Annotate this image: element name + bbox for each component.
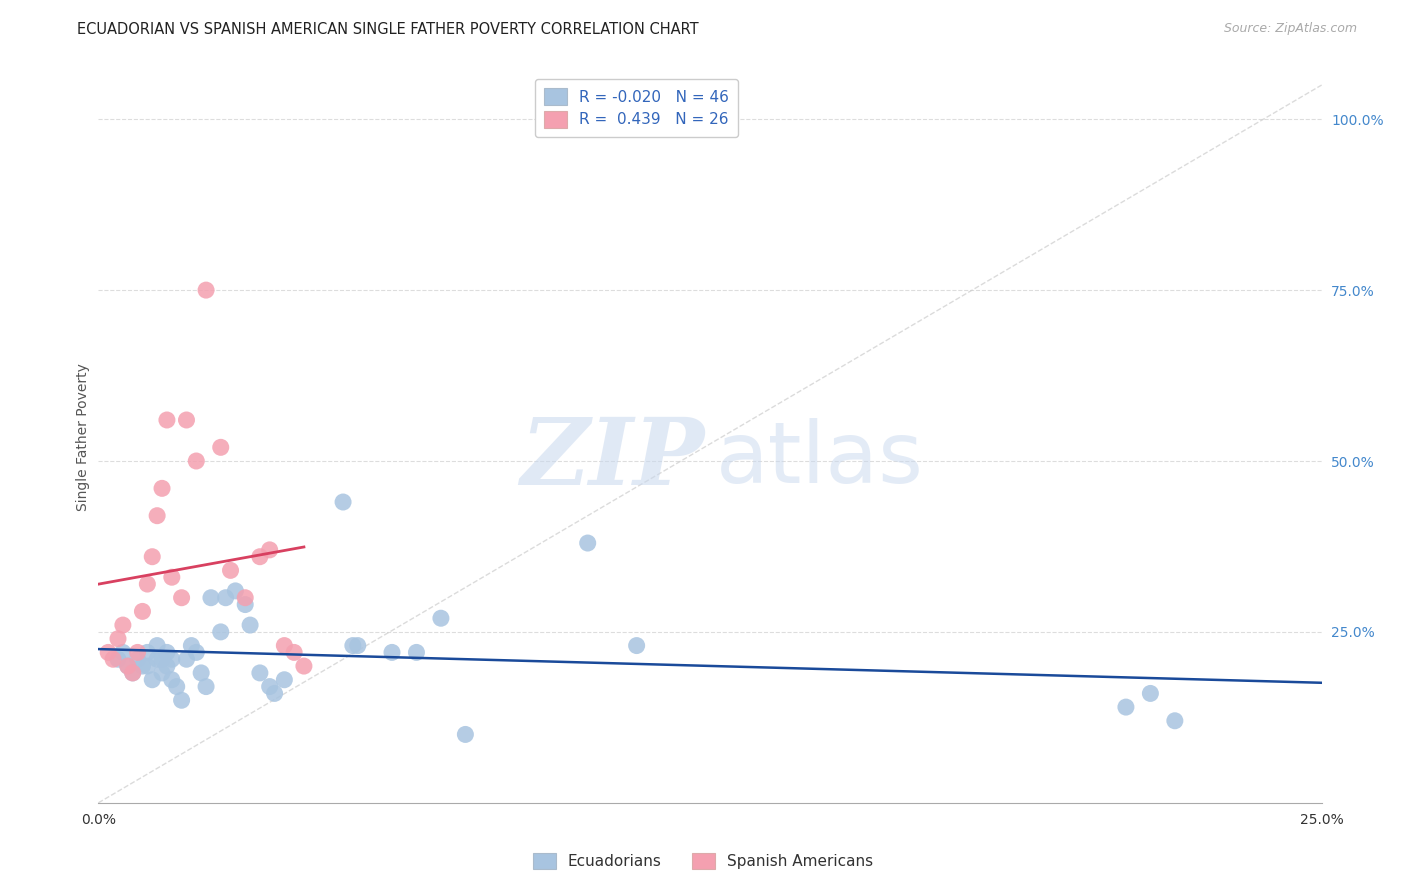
Text: ECUADORIAN VS SPANISH AMERICAN SINGLE FATHER POVERTY CORRELATION CHART: ECUADORIAN VS SPANISH AMERICAN SINGLE FA… [77,22,699,37]
Point [195,283,218,297]
Y-axis label: Single Father Poverty: Single Father Poverty [76,363,90,511]
Point [136,577,159,591]
Point [146,639,169,653]
Point [209,440,232,454]
Point [156,645,179,659]
Point [214,591,236,605]
Point [156,413,179,427]
Legend: Ecuadorians, Spanish Americans: Ecuadorians, Spanish Americans [526,847,880,875]
Point [259,680,281,694]
Point [166,680,188,694]
Point [101,652,124,666]
Point [150,652,173,666]
Point [156,659,179,673]
Point [111,645,134,659]
Text: ZIP: ZIP [520,414,704,504]
Point [180,639,202,653]
Point [342,639,364,653]
Point [576,536,599,550]
Point [117,659,139,673]
Text: atlas: atlas [716,417,924,500]
Point [454,727,477,741]
Point [127,645,149,659]
Point [430,611,453,625]
Point [121,665,143,680]
Point [141,549,163,564]
Point [346,639,368,653]
Point [136,659,159,673]
Point [233,591,256,605]
Point [146,508,169,523]
Point [1164,714,1187,728]
Point [160,570,183,584]
Point [273,673,295,687]
Text: Source: ZipAtlas.com: Source: ZipAtlas.com [1223,22,1357,36]
Point [150,665,173,680]
Point [273,639,295,653]
Point [136,645,159,659]
Point [263,686,285,700]
Point [176,652,198,666]
Point [283,645,305,659]
Point [107,652,129,666]
Point [170,693,193,707]
Point [186,454,208,468]
Point [239,618,262,632]
Point [117,659,139,673]
Point [186,645,208,659]
Point [219,563,242,577]
Point [111,618,134,632]
Point [249,665,271,680]
Point [259,542,281,557]
Point [195,680,218,694]
Point [233,598,256,612]
Point [97,645,120,659]
Point [224,583,246,598]
Point [1115,700,1137,714]
Point [107,632,129,646]
Point [626,639,648,653]
Legend: R = -0.020   N = 46, R =  0.439   N = 26: R = -0.020 N = 46, R = 0.439 N = 26 [534,79,738,136]
Point [141,673,163,687]
Point [332,495,354,509]
Point [170,591,193,605]
Point [146,652,169,666]
Point [292,659,315,673]
Point [131,659,153,673]
Point [160,673,183,687]
Point [381,645,404,659]
Point [121,665,143,680]
Point [1139,686,1161,700]
Point [131,604,153,618]
Point [209,624,232,639]
Point [176,413,198,427]
Point [249,549,271,564]
Point [160,652,183,666]
Point [190,665,212,680]
Point [200,591,222,605]
Point [150,481,173,495]
Point [405,645,427,659]
Point [127,652,149,666]
